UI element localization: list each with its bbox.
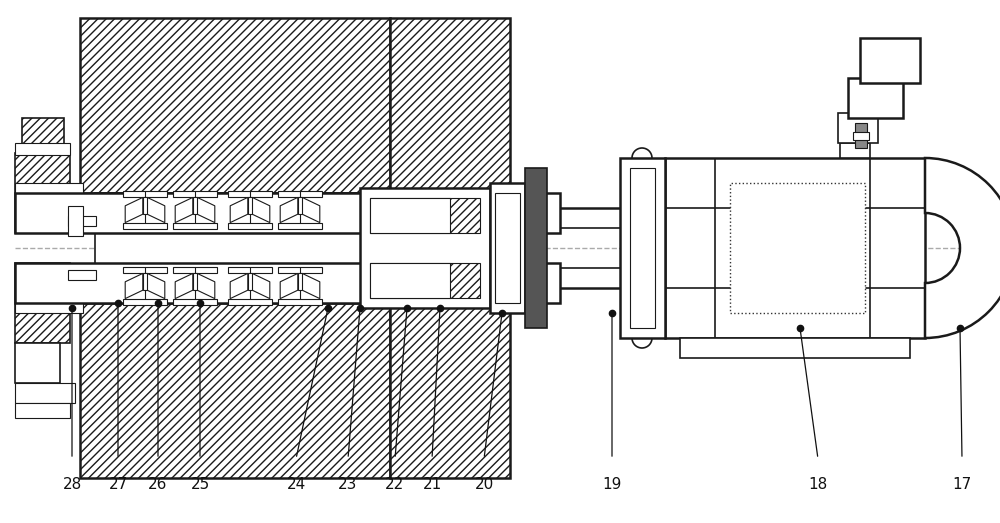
Text: 22: 22 — [385, 477, 405, 492]
Bar — [370, 198, 480, 233]
Polygon shape — [302, 274, 320, 299]
Polygon shape — [230, 197, 248, 223]
Text: 21: 21 — [422, 477, 442, 492]
Bar — [298, 197, 302, 214]
Bar — [228, 223, 272, 229]
Polygon shape — [125, 197, 143, 223]
Bar — [855, 123, 867, 148]
Polygon shape — [280, 197, 298, 223]
Polygon shape — [252, 274, 270, 299]
Bar — [390, 303, 510, 478]
Bar — [80, 18, 390, 193]
Text: 17: 17 — [952, 477, 972, 492]
Bar — [680, 338, 910, 358]
Bar — [838, 113, 878, 143]
Bar — [630, 168, 655, 328]
Bar — [278, 267, 322, 274]
Bar — [298, 274, 302, 290]
Polygon shape — [175, 197, 193, 223]
Bar — [228, 191, 272, 197]
Bar — [278, 191, 322, 197]
Text: 28: 28 — [62, 477, 82, 492]
Bar — [495, 193, 520, 303]
Bar — [123, 191, 167, 197]
Bar — [193, 274, 197, 290]
Polygon shape — [147, 197, 165, 223]
Text: 23: 23 — [338, 477, 358, 492]
Bar — [68, 270, 96, 280]
Bar — [15, 403, 70, 418]
Polygon shape — [147, 274, 165, 299]
Bar — [15, 193, 560, 233]
Text: 24: 24 — [286, 477, 306, 492]
Text: 27: 27 — [108, 477, 128, 492]
Bar — [95, 193, 380, 303]
Bar — [15, 263, 70, 343]
Text: 19: 19 — [602, 477, 622, 492]
Bar — [15, 153, 70, 233]
Bar — [123, 223, 167, 229]
Bar — [228, 299, 272, 305]
Bar — [15, 183, 83, 203]
Bar — [370, 263, 450, 298]
Wedge shape — [925, 158, 1000, 338]
Bar — [278, 299, 322, 305]
Polygon shape — [197, 274, 215, 299]
Bar — [173, 223, 217, 229]
Bar — [228, 267, 272, 274]
Polygon shape — [197, 197, 215, 223]
Bar — [665, 158, 925, 338]
Bar — [68, 216, 96, 226]
Text: 20: 20 — [474, 477, 494, 492]
Bar — [68, 206, 83, 236]
Bar — [15, 383, 75, 403]
Bar — [15, 263, 560, 303]
Bar — [840, 143, 870, 158]
Text: 26: 26 — [148, 477, 168, 492]
Polygon shape — [280, 274, 298, 299]
Bar — [123, 267, 167, 274]
Bar — [15, 343, 60, 383]
Bar — [248, 274, 252, 290]
Polygon shape — [125, 274, 143, 299]
Polygon shape — [230, 274, 248, 299]
Bar — [860, 38, 920, 83]
Bar — [853, 132, 869, 140]
Bar — [80, 303, 390, 478]
Polygon shape — [302, 197, 320, 223]
Bar — [123, 299, 167, 305]
Bar — [193, 197, 197, 214]
Bar — [143, 197, 147, 214]
Bar — [173, 267, 217, 274]
Bar — [143, 274, 147, 290]
Bar — [15, 143, 70, 155]
Bar — [22, 118, 64, 148]
Bar — [360, 188, 490, 308]
Text: 25: 25 — [190, 477, 210, 492]
Bar — [620, 158, 665, 338]
Bar — [15, 293, 83, 313]
Bar — [173, 299, 217, 305]
Bar — [848, 78, 903, 118]
Bar — [173, 191, 217, 197]
Bar — [525, 168, 547, 328]
Polygon shape — [175, 274, 193, 299]
Bar — [490, 183, 525, 313]
Bar — [248, 197, 252, 214]
Bar — [730, 183, 865, 313]
Polygon shape — [252, 197, 270, 223]
Bar — [370, 263, 480, 298]
Bar — [278, 223, 322, 229]
Bar — [370, 198, 450, 233]
Bar — [390, 18, 510, 193]
Text: 18: 18 — [808, 477, 828, 492]
